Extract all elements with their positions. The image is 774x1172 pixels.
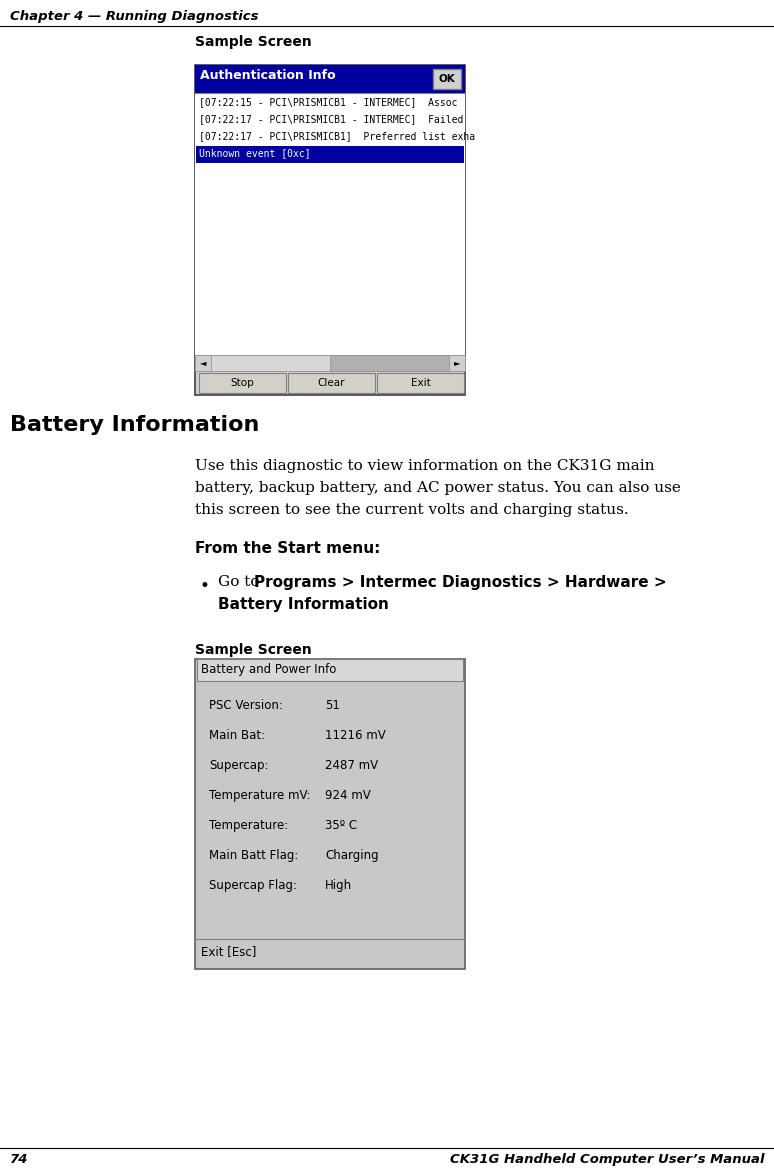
Bar: [197, 659, 463, 681]
Text: [07:22:17 - PCI\PRISMICB1 - INTERMEC]  Failed: [07:22:17 - PCI\PRISMICB1 - INTERMEC] Fa…: [199, 114, 464, 124]
Text: Battery and Power Info: Battery and Power Info: [201, 663, 337, 676]
Text: OK: OK: [439, 74, 455, 84]
Text: 51: 51: [325, 699, 340, 713]
Bar: [377, 373, 464, 393]
Bar: [199, 373, 286, 393]
Bar: [195, 659, 465, 969]
Text: Chapter 4 — Running Diagnostics: Chapter 4 — Running Diagnostics: [10, 11, 259, 23]
Text: Charging: Charging: [325, 849, 378, 861]
Text: Main Batt Flag:: Main Batt Flag:: [209, 849, 298, 861]
Text: High: High: [325, 879, 352, 892]
Text: CK31G Handheld Computer User’s Manual: CK31G Handheld Computer User’s Manual: [450, 1153, 764, 1166]
Text: Exit [Esc]: Exit [Esc]: [201, 945, 256, 958]
Text: Supercap Flag:: Supercap Flag:: [209, 879, 297, 892]
Text: Clear: Clear: [318, 379, 345, 388]
Text: Exit: Exit: [411, 379, 430, 388]
Text: Main Bat:: Main Bat:: [209, 729, 265, 742]
Text: Sample Screen: Sample Screen: [195, 643, 312, 657]
Bar: [195, 355, 465, 372]
Text: From the Start menu:: From the Start menu:: [195, 541, 380, 556]
Text: 35º C: 35º C: [325, 819, 357, 832]
Bar: [288, 373, 375, 393]
Text: Use this diagnostic to view information on the CK31G main: Use this diagnostic to view information …: [195, 459, 655, 473]
Text: Temperature:: Temperature:: [209, 819, 288, 832]
Bar: [195, 93, 465, 355]
Text: Temperature mV:: Temperature mV:: [209, 789, 310, 802]
Text: ►: ►: [454, 359, 461, 368]
Text: Unknown event [0xc]: Unknown event [0xc]: [199, 148, 310, 158]
Text: Programs > Intermec Diagnostics > Hardware >: Programs > Intermec Diagnostics > Hardwa…: [254, 575, 666, 590]
Text: 924 mV: 924 mV: [325, 789, 371, 802]
Text: •: •: [200, 577, 210, 595]
Text: 74: 74: [10, 1153, 29, 1166]
Text: [07:22:17 - PCI\PRISMICB1]  Preferred list exha: [07:22:17 - PCI\PRISMICB1] Preferred lis…: [199, 131, 475, 141]
Text: battery, backup battery, and AC power status. You can also use: battery, backup battery, and AC power st…: [195, 481, 681, 495]
Text: 2487 mV: 2487 mV: [325, 759, 378, 772]
Text: Go to: Go to: [218, 575, 265, 590]
Bar: [195, 64, 465, 93]
Text: Battery Information: Battery Information: [10, 415, 259, 435]
Text: Sample Screen: Sample Screen: [195, 35, 312, 49]
Text: PSC Version:: PSC Version:: [209, 699, 283, 713]
Text: ◄: ◄: [200, 359, 206, 368]
Text: Battery Information: Battery Information: [218, 597, 389, 612]
Text: Stop: Stop: [231, 379, 255, 388]
Bar: [211, 355, 330, 372]
Bar: [449, 355, 465, 372]
Bar: [195, 64, 465, 395]
Text: 11216 mV: 11216 mV: [325, 729, 385, 742]
Bar: [433, 69, 461, 89]
Text: this screen to see the current volts and charging status.: this screen to see the current volts and…: [195, 503, 628, 517]
Text: [07:22:15 - PCI\PRISMICB1 - INTERMEC]  Assoc: [07:22:15 - PCI\PRISMICB1 - INTERMEC] As…: [199, 97, 457, 107]
Text: Supercap:: Supercap:: [209, 759, 269, 772]
Text: Authentication Info: Authentication Info: [200, 69, 336, 82]
Bar: [195, 355, 211, 372]
Bar: [196, 146, 464, 163]
